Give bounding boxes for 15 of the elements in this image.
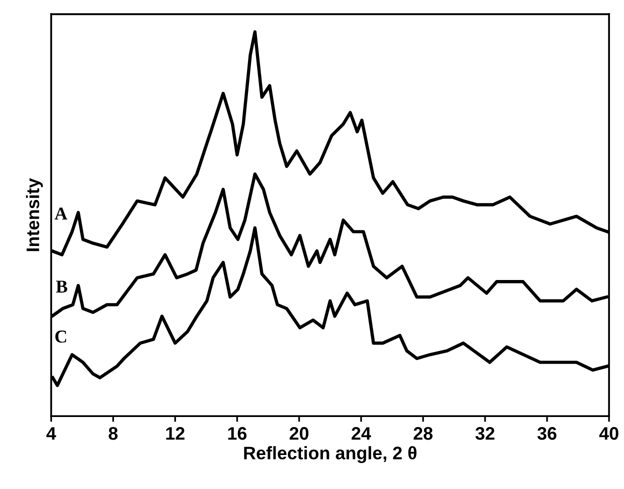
- series-label: B: [56, 280, 68, 293]
- y-axis-title: Intensity: [26, 178, 43, 252]
- x-axis-title: Reflection angle, 2 θ: [244, 446, 416, 464]
- x-tick-label: 36: [537, 427, 556, 440]
- x-tick-label: 16: [228, 427, 247, 440]
- series-label: C: [55, 330, 66, 343]
- x-tick-label: 40: [599, 427, 618, 440]
- x-tick-label: 12: [166, 427, 184, 440]
- x-tick-label: 4: [46, 427, 56, 440]
- x-tick-label: 24: [352, 427, 372, 440]
- series-label: A: [54, 208, 68, 220]
- x-tick-label: 8: [108, 427, 118, 440]
- x-tick-label: 28: [414, 427, 433, 440]
- x-tick-label: 20: [290, 427, 308, 440]
- x-tick-label: 32: [475, 427, 494, 440]
